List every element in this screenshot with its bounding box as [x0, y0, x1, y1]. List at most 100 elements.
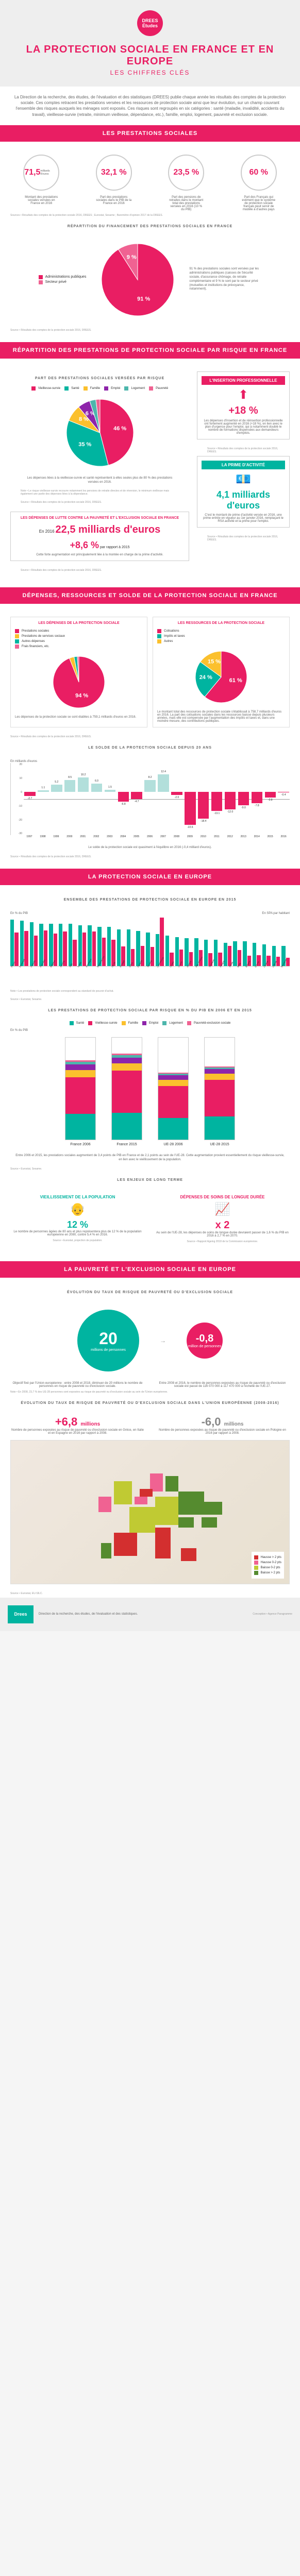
enjeu-right-heading: DÉPENSES DE SOINS DE LONGUE DURÉE — [155, 1195, 290, 1199]
solde-bar-item: -6.8 — [117, 763, 129, 835]
kpi-circle: 23,5 % — [168, 155, 204, 191]
chart-up-icon: 📈 — [155, 1202, 290, 1217]
risk-pie-chart: 46 %35 %8 %6 % — [54, 392, 146, 474]
map-legend: Hausse > 2 ptsHausse 0-2 ptsBaisse 0-2 p… — [252, 1552, 284, 1579]
enjeu-left-value: 12 % — [10, 1219, 145, 1230]
pie91-title: RÉPARTITION DU FINANCEMENT DES PRESTATIO… — [0, 219, 300, 233]
legend-item: Cotisations — [157, 629, 285, 633]
insertion-value: +18 % — [202, 405, 285, 417]
legend-item: Frais financiers, etc. — [15, 645, 143, 649]
eu-bars-chart: En % du PIB En SPA par habitant FranceDa… — [0, 907, 300, 987]
eu-bar-group — [59, 915, 67, 966]
eu-bar-group — [214, 915, 222, 966]
stacked-caption: Entre 2006 et 2015, les prestations soci… — [0, 1151, 300, 1165]
insertion-source: Source • Résultats des comptes de la pro… — [197, 445, 290, 456]
eu-bars-title: ENSEMBLE DES PRESTATIONS DE PROTECTION S… — [0, 893, 300, 907]
legend-item: Vieillesse-survie — [88, 1021, 117, 1025]
drs-source: Source • Résultats des comptes de la pro… — [0, 733, 300, 741]
svg-text:24 %: 24 % — [199, 674, 212, 681]
solde-bar-item: -2.7 — [24, 763, 36, 835]
eu-bar-group — [243, 915, 251, 966]
eu-bar-group — [69, 915, 77, 966]
map-hungary — [178, 1517, 194, 1528]
legend-item: Famille — [122, 1021, 138, 1025]
eu-bar-group — [49, 915, 57, 966]
eu-note: Note • Les prestations de protection soc… — [0, 987, 300, 995]
legend-item: Administrations publiques — [39, 275, 87, 279]
kpi-label: Part des prestations sociales dans le PI… — [96, 196, 132, 211]
map-bulgaria — [202, 1517, 217, 1528]
solde-bar-item: 1.1 — [37, 763, 49, 835]
map-source: Source • Eurostat, EU-SILC. — [0, 1589, 300, 1598]
main-title: LA PROTECTION SOCIALE EN FRANCE ET EN EU… — [10, 44, 290, 67]
legend-item: Secteur privé — [39, 280, 87, 284]
svg-text:9 %: 9 % — [127, 254, 137, 260]
eu-bar-group — [30, 915, 38, 966]
eu-bar-group — [78, 915, 87, 966]
solde-bar-item: -0.4 — [277, 763, 290, 835]
eu-bar-group — [136, 915, 144, 966]
legend-item: Santé — [64, 386, 79, 391]
svg-text:35 %: 35 % — [78, 442, 91, 448]
depenses-pie: 94 % — [48, 651, 110, 713]
solde-bar-item: -4.7 — [130, 763, 143, 835]
footer: Drees Direction de la recherche, des étu… — [0, 1598, 300, 1631]
solde-bar-item: 1.5 — [104, 763, 116, 835]
enjeu-left-source: Source • Eurostat, projection de populat… — [10, 1236, 145, 1245]
solde-source: Source • Résultats des comptes de la pro… — [0, 853, 300, 861]
legend-item: Prestations sociales — [15, 629, 143, 633]
enjeu-depenses: DÉPENSES DE SOINS DE LONGUE DURÉE 📈 x 2 … — [155, 1195, 290, 1246]
legend-item: Impôts et taxes — [157, 634, 285, 638]
intro-text: La Direction de la recherche, des études… — [10, 94, 290, 117]
solde-x-axis: 1997199819992000200120022003200420052006… — [10, 835, 290, 838]
enjeux-title: LES ENJEUX DE LONG TERME — [0, 1173, 300, 1187]
kpi-circle: 71,5milliards d'euros — [23, 155, 59, 191]
section-risk: RÉPARTITION DES PRESTATIONS DE PROTECTIO… — [0, 342, 300, 359]
solde-bar-item: 12.4 — [157, 763, 170, 835]
insertion-title: L'INSERTION PROFESSIONNELLE — [202, 376, 285, 385]
ressources-caption: Le montant total des ressources de prote… — [157, 710, 285, 723]
map-netherlands — [140, 1489, 153, 1497]
legend-item: Baisse 0-2 pts — [254, 1566, 281, 1570]
map-greece — [181, 1548, 196, 1561]
svg-text:61 %: 61 % — [229, 678, 242, 684]
euro-icon: 💶 — [202, 472, 285, 487]
eu-bar-group — [175, 915, 184, 966]
source-2: Source • Résultats des comptes de la pro… — [0, 326, 300, 334]
legend-item: Pauvreté-exclusion sociale — [187, 1021, 230, 1025]
header: DREES Études LA PROTECTION SOCIALE EN FR… — [0, 0, 300, 87]
bubble-actual: -0,8 million de personnes — [187, 1323, 223, 1359]
footer-text: Direction de la recherche, des études, d… — [39, 1613, 247, 1616]
svg-text:15 %: 15 % — [208, 659, 221, 665]
solde-bar-item: -18.4 — [197, 763, 210, 835]
svg-text:94 %: 94 % — [75, 693, 88, 699]
stacked-legend: SantéVieillesse-survieFamilleEmploiLogem… — [0, 1018, 300, 1029]
legend-item: Santé — [70, 1021, 85, 1025]
eu-bar-group — [233, 915, 241, 966]
kpi-row: 71,5milliards d'euros32,1 %23,5 %60 % — [0, 149, 300, 196]
enjeu-right-source: Source • Rapport Ageing 2018 de la Commi… — [155, 1238, 290, 1246]
solde-bar-item: -9.0 — [238, 763, 250, 835]
ressources-col: LES RESSOURCES DE LA PROTECTION SOCIALE … — [153, 617, 290, 727]
arrow-right-icon: → — [160, 1337, 166, 1344]
eu-bar-group — [10, 915, 19, 966]
eu-bar-group — [272, 915, 280, 966]
risk-pie-title: PART DES PRESTATIONS SOCIALES VERSÉES PA… — [10, 371, 189, 385]
section-depenses: DÉPENSES, RESSOURCES ET SOLDE DE LA PROT… — [0, 587, 300, 604]
map-uk — [114, 1481, 132, 1504]
stacked-column: France 2006 — [65, 1037, 96, 1146]
solde-bar-item: -7.8 — [251, 763, 263, 835]
depenses-title: LES DÉPENSES DE LA PROTECTION SOCIALE — [15, 621, 143, 625]
arrow-up-icon: ⬆ — [202, 387, 285, 402]
kpi-labels: Montant des prestations sociales versées… — [0, 196, 300, 211]
stacked-source: Source • Eurostat, Sesame. — [0, 1165, 300, 1173]
solde-y-axis: 20100-10-20-30 — [11, 763, 24, 835]
map-portugal — [101, 1543, 111, 1558]
legend-item: Autres dépenses — [15, 639, 143, 643]
eu-bar-group — [146, 915, 154, 966]
solde-title: LE SOLDE DE LA PROTECTION SOCIALE DEPUIS… — [0, 741, 300, 755]
eu-bar-group — [224, 915, 232, 966]
elderly-icon: 👴 — [10, 1202, 145, 1217]
enjeux-row: VIEILLISSEMENT DE LA POPULATION 👴 12 % L… — [0, 1187, 300, 1253]
europe-map: Hausse > 2 ptsHausse 0-2 ptsBaisse 0-2 p… — [10, 1440, 290, 1584]
